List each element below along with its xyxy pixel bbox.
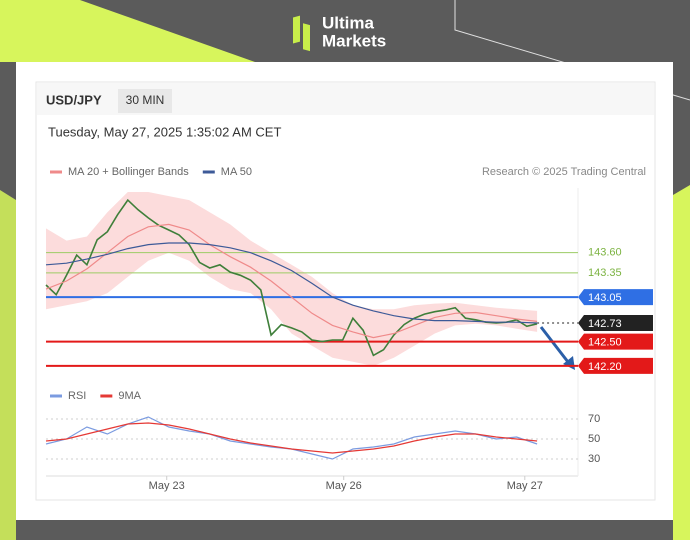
level-tag (578, 357, 653, 374)
price-line (45, 198, 538, 357)
brand: Markets (322, 31, 386, 50)
logo-icon (293, 15, 300, 44)
level-label: 143.05 (588, 292, 622, 304)
x-tick-label: May 26 (326, 480, 362, 492)
rsi-tick-label: 70 (588, 413, 600, 425)
timestamp: Tuesday, May 27, 2025 1:35:02 AM CET (48, 124, 281, 139)
timeframe: 30 MIN (126, 93, 165, 107)
logo-icon (303, 23, 310, 52)
level-tag (578, 289, 653, 306)
accent (0, 0, 255, 62)
level-tag (578, 315, 653, 332)
ma-line (45, 242, 538, 324)
level-tag (578, 333, 653, 350)
legend-label: 9MA (118, 390, 141, 402)
legend-label: MA 50 (221, 166, 252, 178)
level-label: 143.35 (588, 267, 622, 279)
chart-panel (35, 81, 656, 501)
credit: Research © 2025 Trading Central (482, 166, 646, 178)
legend-label: RSI (68, 390, 86, 402)
legend-label: MA 20 + Bollinger Bands (68, 166, 189, 178)
rsi-line (45, 422, 538, 454)
symbol: USD/JPY (46, 92, 102, 107)
rsi-tick-label: 50 (588, 433, 600, 445)
x-tick-label: May 27 (507, 480, 543, 492)
level-label: 142.73 (588, 318, 622, 330)
x-tick-label: May 23 (149, 480, 185, 492)
level-label: 142.50 (588, 337, 622, 349)
brand: Ultima (322, 13, 375, 32)
bollinger-band (46, 192, 538, 366)
accent (0, 190, 16, 540)
rsi-tick-label: 30 (588, 453, 600, 465)
level-label: 142.20 (588, 361, 622, 373)
timeframe-badge (118, 89, 172, 113)
ma-line (45, 223, 538, 339)
level-label: 143.60 (588, 247, 622, 259)
arrow (539, 326, 570, 363)
accent (673, 185, 690, 540)
